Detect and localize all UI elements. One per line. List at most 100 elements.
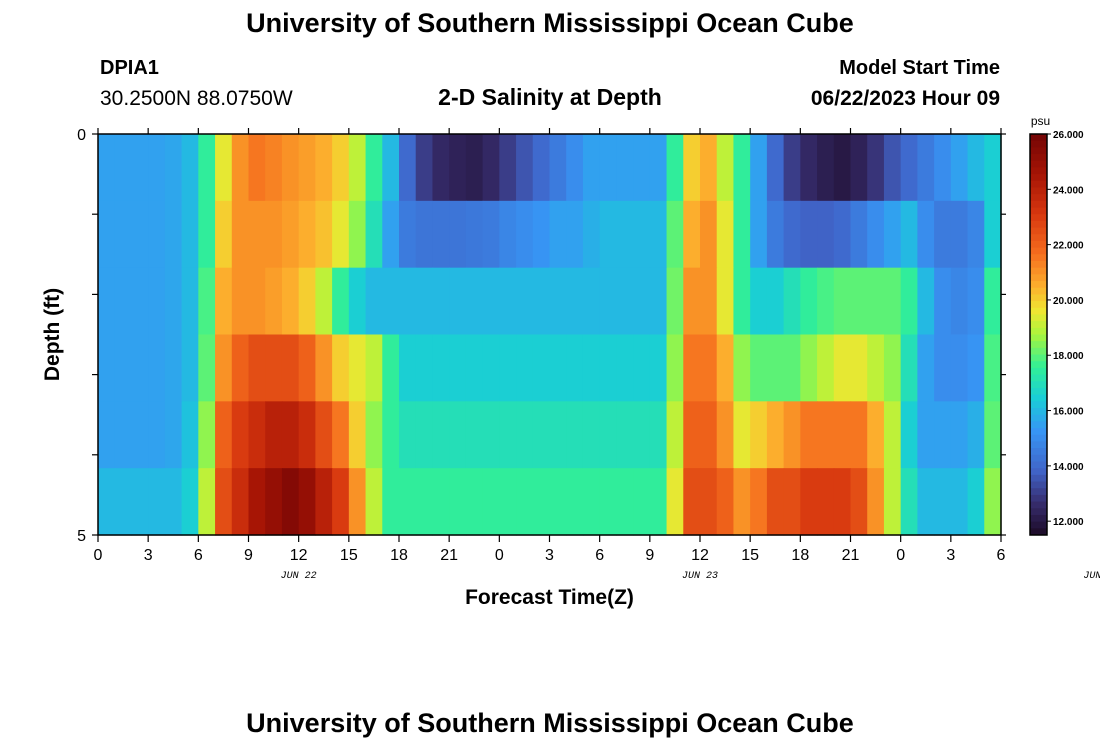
heatmap-cell [532,200,551,269]
colorbar-unit: psu [1031,114,1050,128]
heatmap-cell [700,267,718,336]
heatmap-cell [465,200,484,269]
heatmap-cell [666,468,684,536]
heatmap-cell [934,334,952,402]
colorbar-segment [1030,187,1047,195]
heatmap-cell [265,134,283,202]
heatmap-cell [700,468,718,536]
colorbar-segment [1030,307,1047,315]
heatmap-cell [482,401,500,469]
heatmap-cell [399,134,417,202]
heatmap-cell [817,468,835,536]
heatmap-cell [934,401,952,469]
heatmap-cell [582,468,601,536]
x-tick-label: 0 [94,547,103,564]
heatmap-cell [98,267,116,336]
heatmap-cell [766,134,785,202]
heatmap-cell [131,401,149,469]
heatmap-cell [265,401,283,469]
heatmap-cell [883,267,902,336]
colorbar-segment [1030,474,1047,483]
heatmap-cell [148,267,166,336]
colorbar-segment [1030,468,1047,476]
heatmap-cell [633,401,651,469]
heatmap-cell [332,200,350,269]
colorbar-frame [1029,133,1048,536]
heatmap-cell [298,334,316,402]
heatmap-cell [984,134,1002,202]
colorbar-segment [1030,514,1047,523]
heatmap-cell [315,267,333,336]
heatmap-cell [265,267,283,336]
footer-title: University of Southern Mississippi Ocean… [246,708,854,738]
heatmap-cell [666,267,684,336]
colorbar-segment [1030,414,1047,422]
heatmap-cell [700,334,718,402]
colorbar-segment [1030,461,1047,469]
heatmap-cell [415,334,434,402]
heatmap-cell [967,468,985,536]
heatmap-cell [649,134,668,202]
colorbar-segment [1030,227,1047,235]
heatmap-cell [649,468,668,536]
heatmap-cell [298,468,316,536]
heatmap-cell [950,401,969,469]
heatmap-cell [415,401,434,469]
heatmap-cell [700,200,718,269]
heatmap-cell [499,334,517,402]
x-tick-label: 15 [340,547,358,564]
x-tick-label: 21 [440,547,458,564]
heatmap-cell [148,468,166,536]
heatmap-cell [917,134,935,202]
heatmap-cell [231,200,250,269]
heatmap-cell [382,401,400,469]
heatmap-cell [231,334,250,402]
y-axis: 05 [77,127,1006,545]
heatmap-cell [750,334,768,402]
heatmap-cell [649,267,668,336]
heatmap-cell [800,267,818,336]
heatmap-cell [215,334,233,402]
heatmap-cell [984,200,1002,269]
heatmap-cell [215,200,233,269]
heatmap-cell [633,134,651,202]
heatmap-cell [281,468,300,536]
heatmap-cell [148,401,166,469]
heatmap-cell [98,334,116,402]
heatmap-cell [415,134,434,202]
x-axis: 0 3 6 9 12 15 18 21 0 3 6 9 12 15 18 21 0 3 6 JUN 22 JUN 23 J… [94,128,1100,582]
heatmap-cell [231,134,250,202]
heatmap-cell [833,401,852,469]
heatmap-cell [817,401,835,469]
heatmap-cell [566,134,584,202]
chart-title: 2-D Salinity at Depth [438,84,662,110]
heatmap-cell [867,134,885,202]
x-tick-label: 18 [791,547,809,564]
heatmap-cell [867,401,885,469]
colorbar-segment [1030,140,1047,148]
heatmap-cell [181,468,199,536]
heatmap-cell [800,134,818,202]
x-tick-label: 18 [390,547,408,564]
x-tick-label: 9 [244,547,253,564]
x-tick-label: 12 [290,547,308,564]
heatmap-cell [599,134,617,202]
colorbar-tick-label: 16.000 [1053,407,1084,418]
colorbar-segment [1030,334,1047,342]
colorbar-segment [1030,394,1047,402]
heatmap-cell [582,401,601,469]
heatmap-cell [98,134,116,202]
heatmap-cell [950,134,969,202]
heatmap-cell [114,401,133,469]
heatmap-cell [399,401,417,469]
heatmap-cell [532,334,551,402]
heatmap-cell [599,468,617,536]
heatmap-cell [348,200,367,269]
colorbar-segment [1030,521,1047,529]
heatmap-cell [766,267,785,336]
colorbar-segment [1030,327,1047,335]
heatmap-cell [198,134,216,202]
heatmap-cell [900,200,918,269]
colorbar-tick-label: 20.000 [1053,296,1084,307]
heatmap-cell [950,468,969,536]
